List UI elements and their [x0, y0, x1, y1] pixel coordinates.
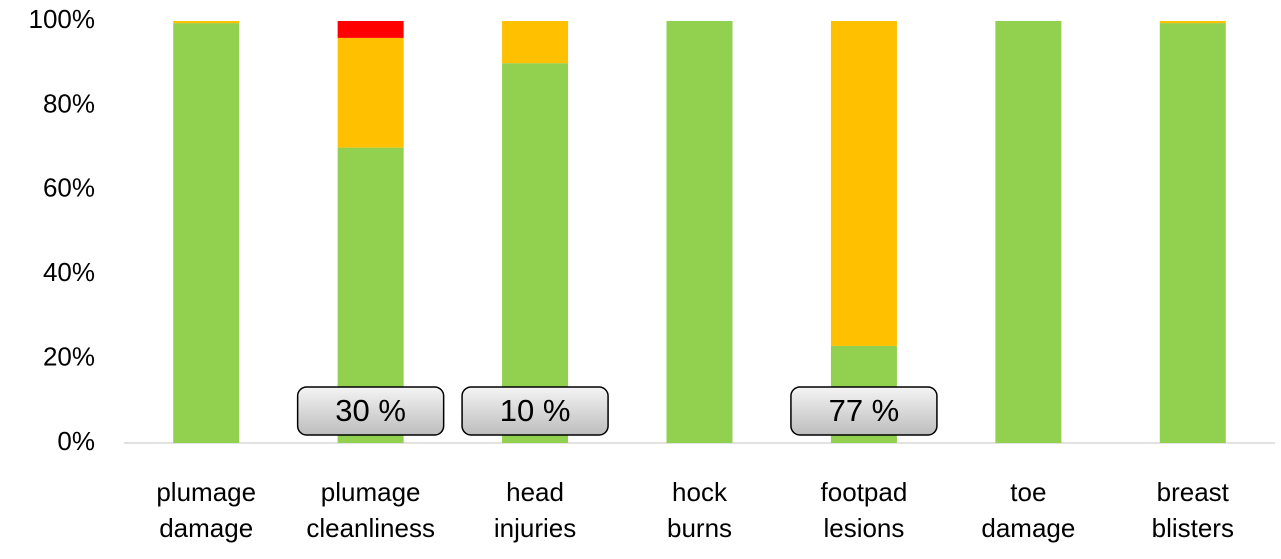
annotation-box: [790, 386, 938, 436]
annotation: 10 %: [500, 393, 571, 428]
x-tick-label: breast blisters: [1151, 477, 1234, 543]
x-tick-label: plumage cleanliness: [306, 477, 435, 543]
annotation-box: [461, 386, 609, 436]
bar-segment: [995, 21, 1062, 443]
bar-segment: [337, 37, 404, 148]
bar-segment: [173, 21, 240, 24]
bar-segment: [502, 63, 569, 443]
bar-segment: [830, 21, 897, 346]
annotation: 30 %: [335, 393, 406, 428]
y-tick-label: 40%: [43, 257, 95, 287]
bar-segment: [502, 21, 569, 64]
bar-segment: [1159, 23, 1226, 444]
x-tick-label: head injuries: [493, 477, 577, 543]
x-tick-label: plumage damage: [156, 477, 257, 543]
y-tick-label: 0%: [57, 426, 95, 456]
bar-segment: [337, 21, 404, 38]
bar-segment: [1159, 21, 1226, 24]
x-tick-label: hock burns: [666, 477, 733, 543]
y-tick-label: 60%: [43, 173, 95, 203]
x-tick-label: footpad lesions: [820, 477, 908, 543]
y-tick-label: 100%: [29, 4, 96, 34]
bar-segment: [173, 23, 240, 444]
annotation: 77 %: [829, 393, 900, 428]
annotation-box: [296, 386, 445, 436]
x-tick-label: toe damage: [981, 477, 1076, 543]
y-tick-label: 20%: [43, 341, 95, 371]
y-tick-label: 80%: [43, 88, 95, 118]
bar-segment: [666, 21, 733, 443]
